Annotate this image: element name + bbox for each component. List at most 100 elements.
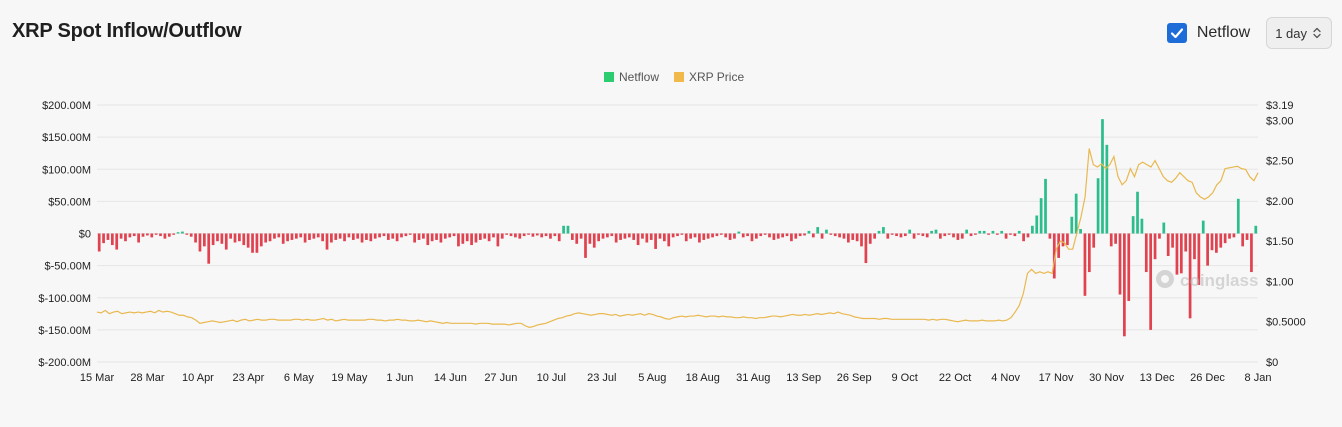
netflow-bar (422, 233, 425, 239)
netflow-bar (689, 233, 693, 239)
netflow-bar (584, 233, 587, 258)
x-tick-label: 8 Jan (1245, 372, 1272, 384)
netflow-bar (1210, 233, 1214, 251)
netflow-bar (457, 233, 460, 247)
netflow-bar (663, 233, 666, 242)
watermark-text: coinglass (1180, 271, 1258, 290)
netflow-bar (1026, 233, 1030, 238)
netflow-bar (172, 233, 176, 235)
netflow-bar (636, 233, 640, 246)
netflow-bar (895, 233, 898, 237)
netflow-bar (820, 233, 824, 239)
netflow-bar (873, 233, 877, 239)
netflow-bar (356, 233, 360, 239)
netflow-bar (855, 233, 859, 242)
y-right-tick-label: $1.00 (1266, 276, 1294, 288)
netflow-bar (579, 233, 583, 239)
netflow-bar (623, 233, 627, 239)
netflow-bar (268, 233, 272, 242)
netflow-bar (649, 233, 653, 240)
netflow-bar (947, 233, 951, 235)
netflow-bar (917, 233, 920, 235)
netflow-bar (776, 233, 780, 239)
netflow-bar (991, 230, 995, 234)
netflow-bar (194, 233, 197, 243)
netflow-bar (684, 233, 688, 242)
netflow-bar (930, 230, 933, 234)
netflow-bar (426, 233, 430, 246)
interval-select[interactable]: 1 day (1266, 17, 1332, 49)
x-tick-label: 26 Sep (837, 372, 872, 384)
y-left-tick-label: $-200.00M (38, 357, 91, 369)
price-series (96, 148, 1259, 328)
netflow-bar (1153, 233, 1157, 260)
netflow-bar (899, 233, 903, 238)
netflow-bar (150, 233, 154, 238)
netflow-bar (146, 233, 149, 236)
netflow-bar (167, 233, 171, 237)
netflow-bar (1175, 233, 1179, 275)
netflow-bar (864, 233, 868, 264)
netflow-bar (176, 232, 180, 234)
coinglass-logo-icon (1156, 270, 1174, 288)
netflow-bar (877, 230, 881, 234)
netflow-bar (273, 233, 276, 239)
netflow-bar (163, 233, 167, 239)
netflow-bar (1013, 233, 1017, 237)
page-title: XRP Spot Inflow/Outflow (12, 20, 242, 42)
netflow-bar (413, 233, 416, 243)
netflow-bar (124, 233, 127, 242)
netflow-bar (912, 233, 916, 239)
netflow-bar (1074, 193, 1078, 234)
netflow-bar (741, 233, 745, 238)
y-right-tick-label: $2.50 (1266, 156, 1294, 168)
netflow-bar (658, 233, 662, 239)
netflow-bar (102, 233, 105, 244)
netflow-bar (553, 233, 557, 237)
netflow-bar (299, 233, 303, 238)
watermark: coinglass (1156, 270, 1258, 290)
netflow-bar (842, 233, 846, 239)
x-tick-label: 4 Nov (991, 372, 1020, 384)
netflow-bar (347, 233, 351, 238)
netflow-bar (566, 225, 570, 234)
netflow-bar (115, 233, 119, 250)
netflow-bar (925, 233, 929, 238)
netflow-bar (811, 233, 815, 238)
netflow-bar (908, 229, 912, 234)
netflow-bar (1197, 233, 1201, 285)
netflow-bar (360, 233, 364, 243)
netflow-bar (592, 233, 596, 248)
y-right-tick-label: $2.00 (1266, 196, 1294, 208)
x-tick-label: 27 Jun (484, 372, 517, 384)
netflow-bar (1250, 233, 1253, 273)
netflow-bar (1052, 233, 1056, 279)
netflow-bar (1201, 220, 1205, 234)
legend-netflow-swatch (604, 72, 614, 82)
netflow-bar (395, 233, 399, 242)
netflow-checkbox[interactable] (1166, 23, 1187, 43)
netflow-bar (676, 233, 679, 237)
netflow-bar (641, 233, 644, 239)
netflow-bar (1039, 198, 1043, 234)
netflow-toggle[interactable]: Netflow (1166, 23, 1256, 43)
netflow-bar (1206, 233, 1209, 266)
legend-price-swatch (674, 72, 684, 82)
netflow-bar (264, 233, 268, 243)
netflow-bar (1254, 225, 1258, 234)
x-tick-label: 23 Apr (233, 372, 265, 384)
netflow-bar (518, 233, 522, 239)
x-axis: 15 Mar 28 Mar 10 Apr 23 Apr 6 May 19 May 1 Jun… (80, 372, 1272, 384)
netflow-bar (470, 233, 473, 246)
netflow-bar (535, 233, 539, 236)
netflow-bar (1000, 230, 1004, 234)
x-tick-label: 28 Mar (130, 372, 165, 384)
netflow-bar (1031, 225, 1034, 234)
netflow-bar (97, 233, 101, 252)
netflow-bar (321, 233, 324, 242)
netflow-bar (785, 233, 789, 237)
netflow-bar (259, 233, 263, 247)
netflow-bar (474, 233, 478, 243)
netflow-bar (1035, 215, 1039, 234)
netflow-bar (1105, 144, 1109, 234)
